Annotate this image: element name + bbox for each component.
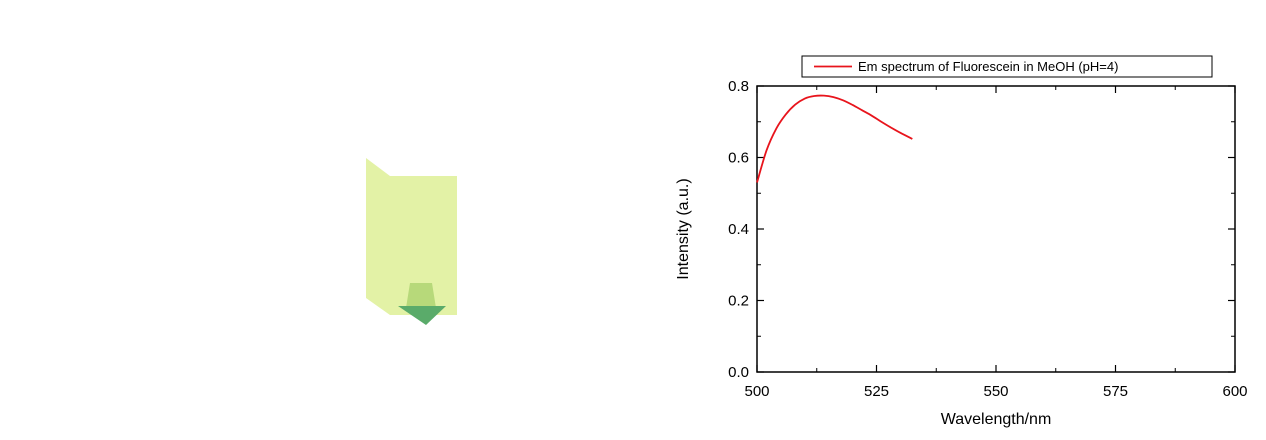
y-tick-label: 0.2 xyxy=(728,293,749,310)
plot-border xyxy=(756,85,1236,373)
legend-box xyxy=(801,55,1213,78)
y-tick-label: 0.6 xyxy=(728,150,749,167)
y-axis-title: Intensity (a.u.) xyxy=(675,178,692,279)
x-tick-label: 500 xyxy=(744,383,769,400)
arrow-shaft xyxy=(406,283,436,308)
series-layer xyxy=(756,94,913,183)
series-line-0 xyxy=(756,94,913,183)
x-tick-label: 550 xyxy=(983,383,1008,400)
x-tick-label: 600 xyxy=(1222,383,1247,400)
down-arrow-icon xyxy=(398,306,446,325)
legend: Em spectrum of Fluorescein in MeOH (pH=4… xyxy=(801,55,1213,78)
x-tick-label: 575 xyxy=(1103,383,1128,400)
legend-label: Em spectrum of Fluorescein in MeOH (pH=4… xyxy=(858,59,1118,74)
axis-tick-labels: 500 525 550 575 600 0.0 0.2 0.4 0.6 0.8 xyxy=(728,78,1247,400)
plot-frame xyxy=(756,85,1236,373)
y-tick-label: 0.4 xyxy=(728,221,749,238)
y-tick-label: 0.0 xyxy=(728,364,749,381)
x-axis-title: Wavelength/nm xyxy=(941,411,1052,428)
x-tick-label: 525 xyxy=(864,383,889,400)
axis-ticks xyxy=(756,85,1236,373)
y-tick-label: 0.8 xyxy=(728,78,749,95)
cuvette-illustration xyxy=(366,158,457,325)
cuvette-panel xyxy=(366,158,457,315)
